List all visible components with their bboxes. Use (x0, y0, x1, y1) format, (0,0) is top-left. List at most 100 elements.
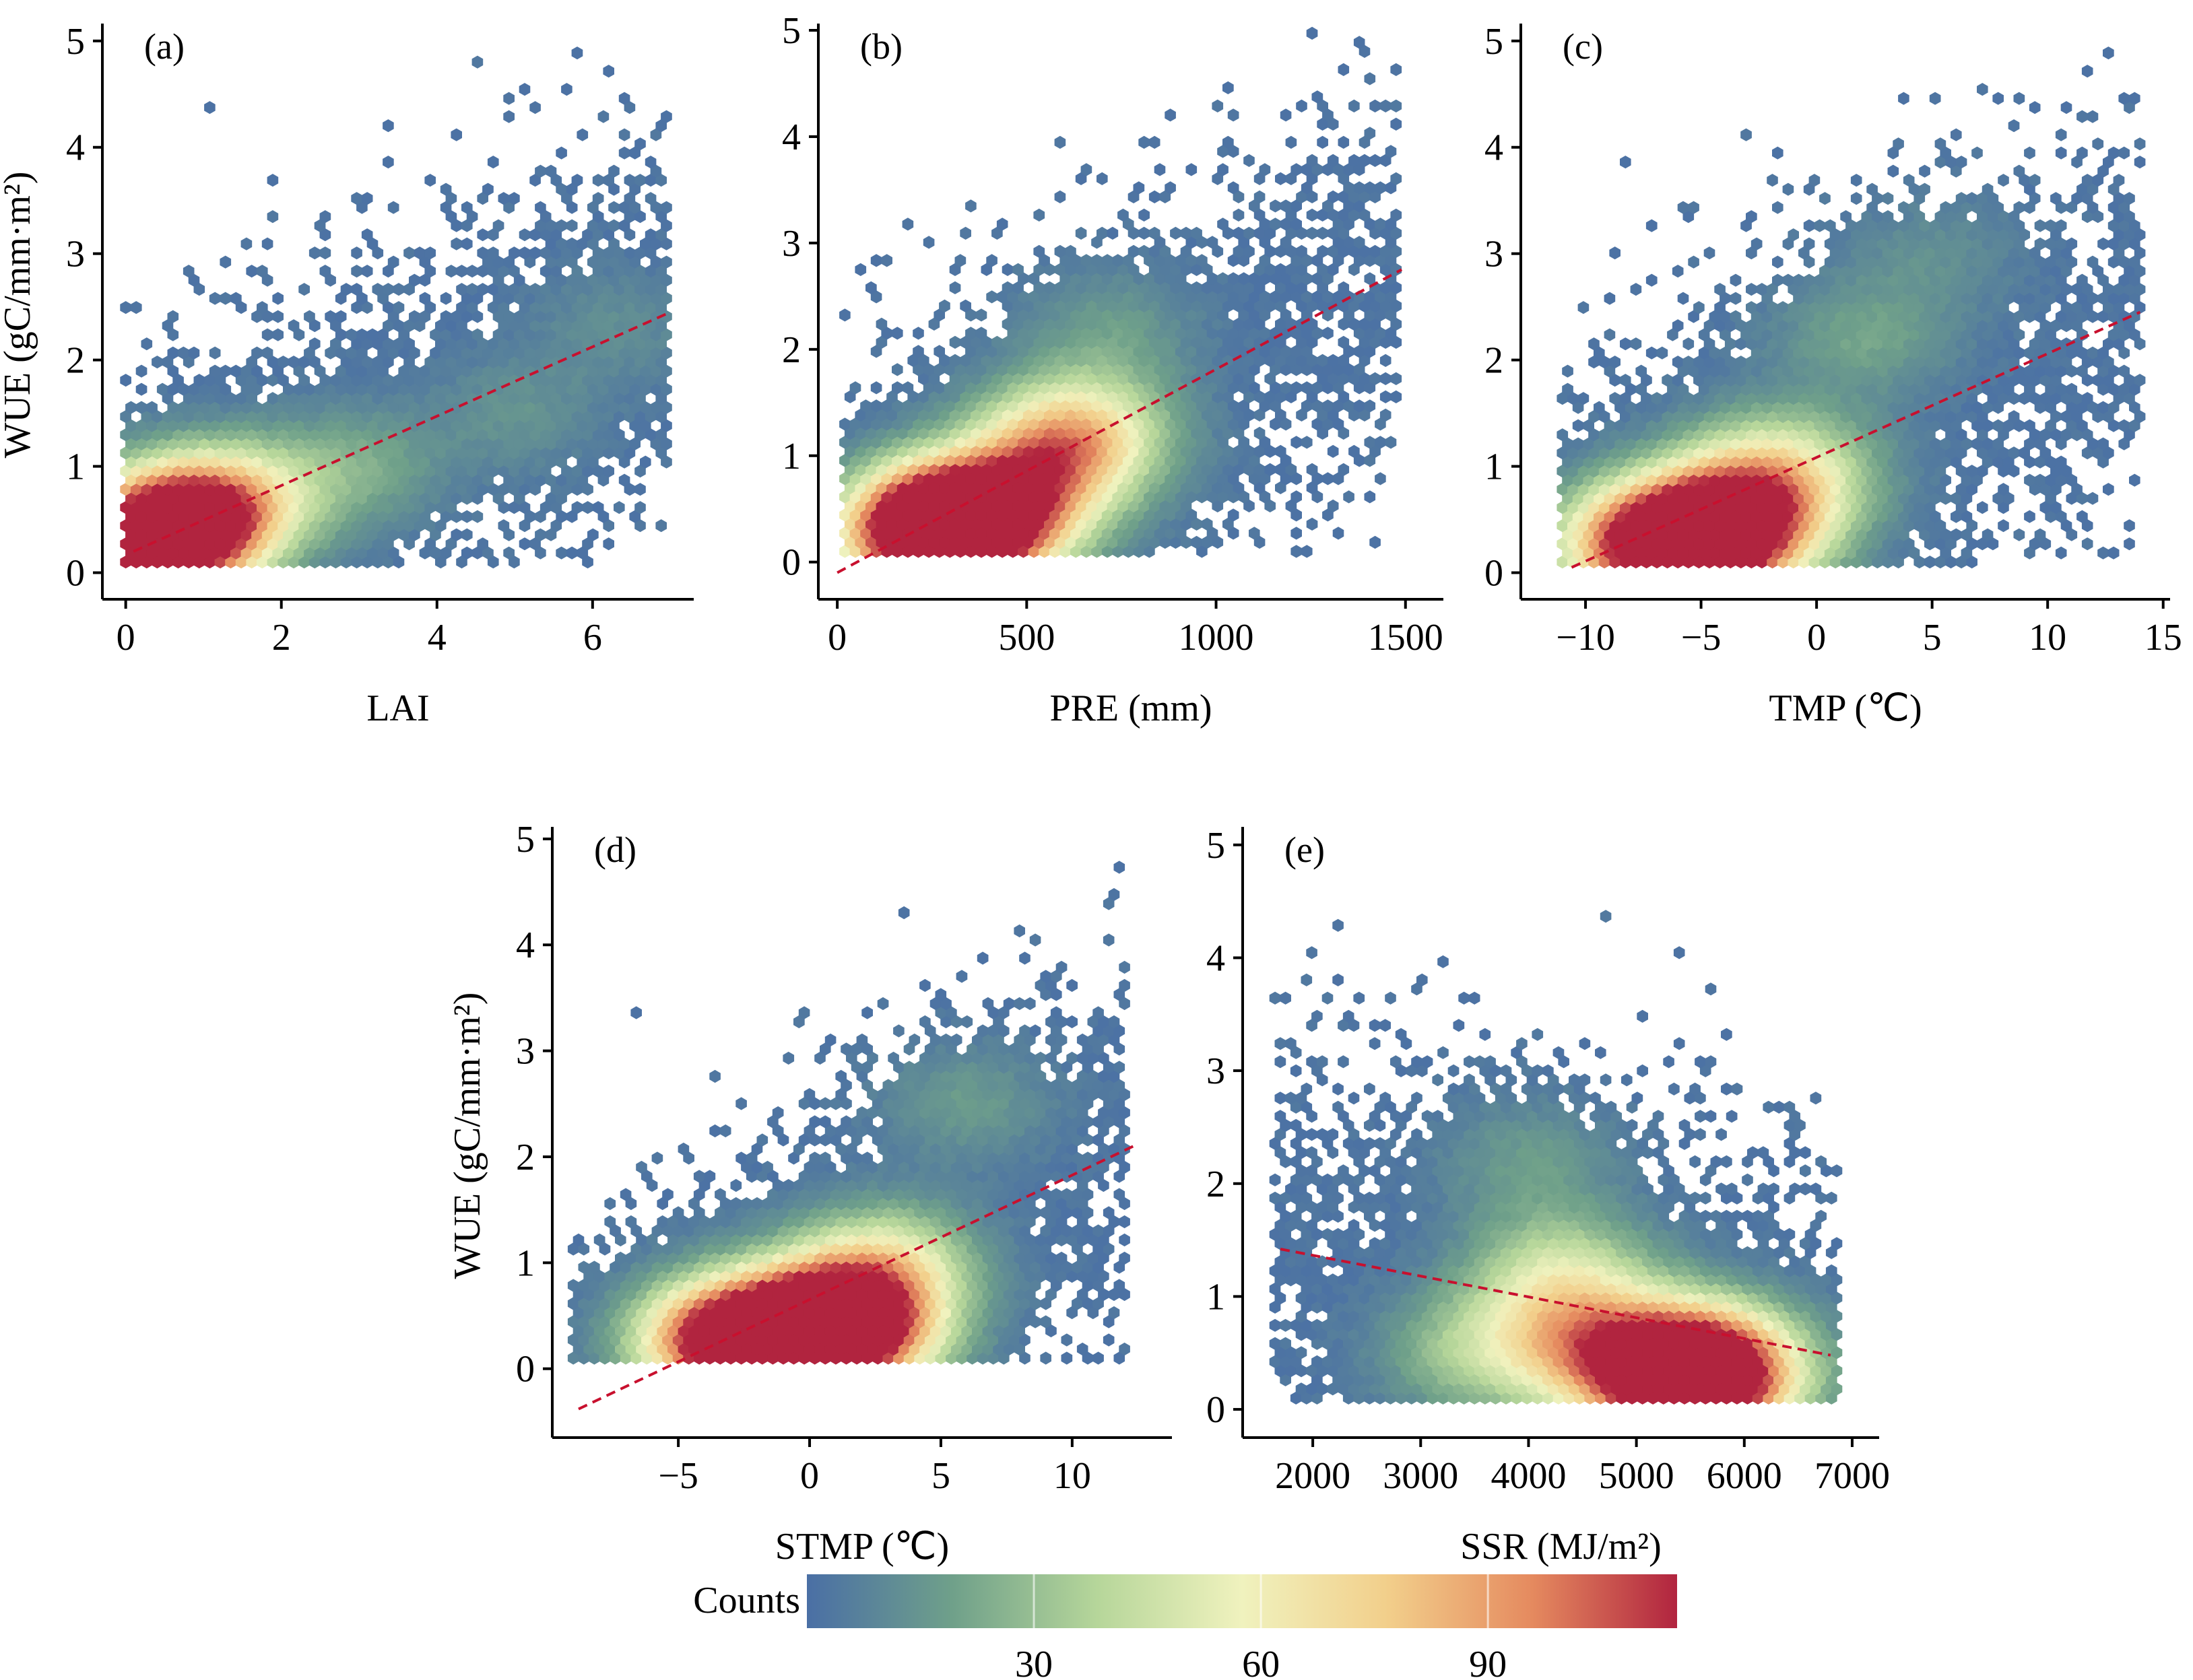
hexbin-cell (1217, 436, 1229, 449)
hexbin-cell (629, 437, 641, 450)
hexbin-cell (435, 319, 447, 333)
hexbin-cell (214, 428, 226, 442)
hexbin-cell (1201, 372, 1213, 385)
hexbin-cell (624, 374, 636, 387)
hexbin-cell (1070, 417, 1082, 431)
hexbin-cell (1249, 308, 1260, 322)
hexbin-cell (1133, 417, 1145, 431)
hexbin-cell (130, 556, 142, 569)
hexbin-cell (1028, 272, 1040, 285)
hexbin-cell (1039, 472, 1050, 485)
hexbin-cell (492, 364, 504, 378)
hexbin-cell (529, 337, 541, 351)
hexbin-cell (603, 446, 614, 460)
hexbin-cell (1159, 481, 1171, 494)
hexbin-cell (934, 308, 945, 322)
hexbin-cell (1191, 481, 1202, 494)
hexbin-cell (361, 410, 373, 424)
hexbin-cell (618, 292, 630, 305)
hexbin-cell (152, 519, 163, 533)
hexbin-cell (283, 437, 294, 450)
hexbin-cell (461, 346, 473, 360)
hexbin-cell (1270, 217, 1281, 231)
hexbin-cell (1039, 290, 1050, 304)
hexbin-cell (965, 417, 977, 431)
hexbin-cell (293, 492, 305, 505)
hexbin-cell (524, 510, 536, 523)
hexbin-cell (183, 465, 195, 478)
hexbin-cell (571, 174, 583, 187)
hexbin-cell (445, 483, 457, 496)
hexbin-cell (261, 328, 273, 341)
hexbin-cell (944, 381, 956, 395)
hexbin-cell (1185, 454, 1198, 467)
hexbin-cell (996, 345, 1008, 358)
hexbin-cell (220, 255, 232, 269)
hexbin-cell (645, 156, 657, 169)
hexbin-cell (1703, 556, 1715, 569)
hexbin-cell (1086, 408, 1097, 422)
hexbin-cell (918, 499, 929, 512)
hexbin-cell (986, 508, 997, 522)
hexbin-cell (1369, 190, 1381, 203)
hexbin-cell (188, 273, 200, 287)
hexbin-cell (1107, 517, 1119, 531)
hexbin-cell (1075, 281, 1087, 294)
hexbin-cell (577, 382, 589, 396)
hexbin-cell (2076, 110, 2088, 123)
hexbin-cell (366, 382, 379, 396)
hexbin-cell (519, 337, 531, 351)
hexbin-cell (577, 346, 589, 360)
x-tick-label: 5 (1923, 617, 1942, 659)
hexbin-cell (277, 519, 289, 533)
hexbin-cell (1375, 327, 1386, 340)
hexbin-cell (308, 410, 321, 424)
hexbin-cell (849, 545, 861, 558)
hexbin-cell (1154, 272, 1166, 285)
hexbin-cell (991, 226, 1003, 240)
hexbin-cell (1577, 556, 1590, 569)
hexbin-cell (1112, 472, 1123, 485)
hexbin-cell (419, 401, 431, 414)
hexbin-cell (545, 401, 557, 414)
hexbin-cell (1390, 335, 1402, 349)
hexbin-cell (461, 292, 473, 305)
hexbin-cell (1075, 517, 1087, 531)
hexbin-cell (614, 319, 625, 333)
hexbin-cell (1170, 463, 1181, 476)
hexbin-cell (1306, 299, 1318, 312)
hexbin-cell (304, 382, 315, 396)
hexbin-cell (1080, 490, 1092, 504)
hexbin-cell (1012, 317, 1024, 331)
hexbin-cell (913, 454, 924, 467)
hexbin-cell (261, 401, 273, 414)
hexbin-cell (587, 292, 599, 305)
hexbin-cell (314, 546, 326, 560)
hexbin-cell (981, 390, 993, 403)
hexbin-cell (209, 455, 221, 469)
hexbin-cell (928, 535, 940, 549)
hexbin-cell (577, 273, 589, 287)
hexbin-cell (1133, 381, 1145, 395)
hexbin-cell (314, 492, 326, 505)
hexbin-cell (1092, 1351, 1104, 1365)
hexbin-cell (445, 446, 457, 460)
hexbin-cell (125, 528, 137, 541)
hexbin-cell (592, 446, 604, 460)
hexbin-cell (614, 446, 625, 460)
hexbin-cell (661, 292, 672, 305)
hexbin-cell (1091, 345, 1103, 358)
hexbin-cell (860, 436, 872, 449)
hexbin-cell (477, 483, 488, 496)
hexbin-cell (991, 535, 1003, 549)
hexbin-cell (346, 455, 358, 469)
hexbin-cell (487, 446, 499, 460)
hexbin-cell (1332, 290, 1344, 304)
hexbin-cell (1301, 545, 1313, 558)
hexbin-cell (440, 328, 452, 341)
hexbin-cell (1296, 263, 1307, 276)
hexbin-cell (1290, 290, 1302, 304)
hexbin-cell (918, 354, 929, 367)
hexbin-cell (1159, 190, 1171, 203)
